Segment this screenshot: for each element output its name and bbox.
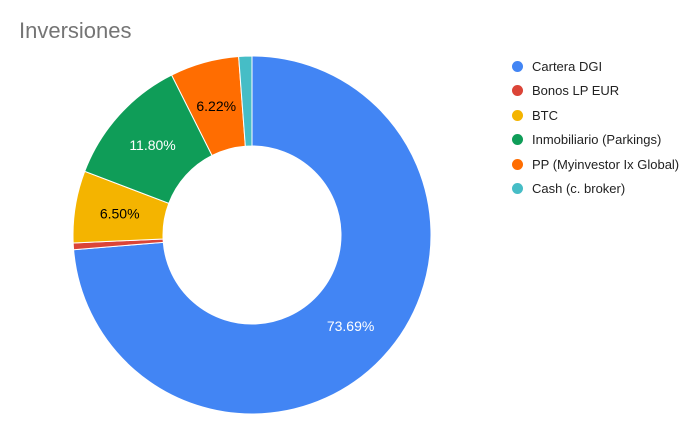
legend-label: Bonos LP EUR <box>532 83 620 99</box>
legend-swatch-icon <box>512 183 523 195</box>
legend-swatch-icon <box>512 60 523 72</box>
slice-cash-c-broker[interactable] <box>238 55 253 147</box>
legend-swatch-icon <box>512 158 523 170</box>
legend-label: BTC <box>532 107 558 123</box>
slice-label-pp-myinvestor-ix-global: 6.22% <box>196 98 236 114</box>
legend-item-pp-myinvestor-ix-global[interactable]: PP (Myinvestor Ix Global) <box>512 152 679 177</box>
legend-item-cash-c-broker[interactable]: Cash (c. broker) <box>512 177 679 202</box>
slice-label-btc: 6.50% <box>100 206 140 222</box>
chart-title: Inversiones <box>19 18 132 43</box>
slice-label-cartera-dgi: 73.69% <box>327 318 374 334</box>
legend-label: Inmobiliario (Parkings) <box>532 132 662 148</box>
chart-legend: Cartera DGI Bonos LP EUR BTC Inmobiliario (… <box>512 54 679 201</box>
slice-cartera-dgi[interactable] <box>73 55 432 415</box>
legend-item-btc[interactable]: BTC <box>512 103 679 128</box>
legend-item-inmobiliario-parkings[interactable]: Inmobiliario (Parkings) <box>512 128 679 153</box>
legend-label: Cash (c. broker) <box>532 181 626 197</box>
legend-swatch-icon <box>512 85 523 97</box>
legend-label: Cartera DGI <box>532 58 603 74</box>
legend-item-bonos-lp-eur[interactable]: Bonos LP EUR <box>512 79 679 104</box>
legend-swatch-icon <box>512 109 523 121</box>
legend-label: PP (Myinvestor Ix Global) <box>532 156 680 172</box>
slice-label-inmobiliario-parkings: 11.80% <box>129 137 175 153</box>
legend-swatch-icon <box>512 134 523 146</box>
legend-item-cartera-dgi[interactable]: Cartera DGI <box>512 54 679 79</box>
